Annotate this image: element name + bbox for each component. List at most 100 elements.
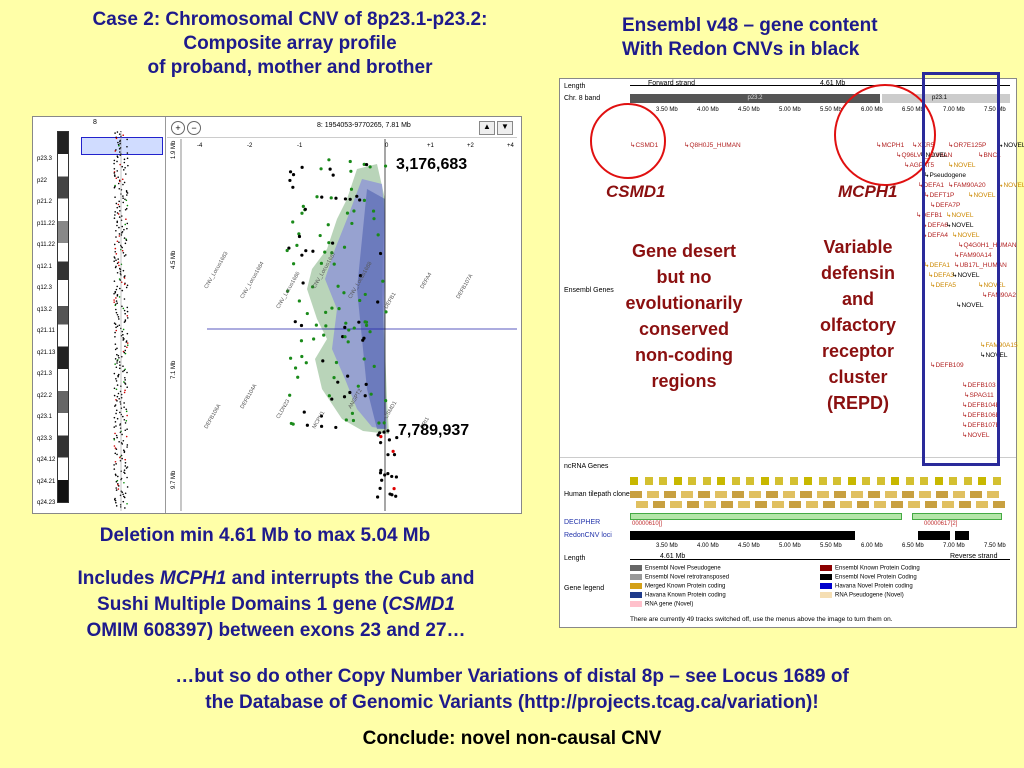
gene-label[interactable]: ↳NOVEL	[962, 432, 990, 439]
array-point	[376, 495, 380, 499]
gene-label[interactable]: ↳NOVEL	[956, 302, 984, 309]
overview-point	[119, 140, 121, 143]
gene-label[interactable]: ↳NOVEL	[998, 182, 1024, 189]
ncrna-block	[934, 477, 943, 485]
gene-label[interactable]: ↳DEFB1	[916, 212, 943, 219]
gene-label[interactable]: ↳BNC1	[978, 152, 1001, 159]
overview-point	[118, 133, 121, 135]
overview-point	[123, 391, 126, 394]
gene-label[interactable]: ↳DEFA4	[922, 232, 949, 239]
track-genes: Ensembl Genes	[564, 287, 614, 294]
array-point	[376, 433, 380, 437]
gene-label[interactable]: ↳NOVEL	[948, 162, 976, 169]
overview-point	[118, 397, 121, 400]
overview-point	[115, 388, 118, 391]
overview-point	[122, 339, 125, 341]
overview-point	[114, 304, 117, 307]
gene-label[interactable]: ↳DEFA7P	[930, 202, 961, 209]
legend-swatch	[820, 565, 832, 571]
gene-label[interactable]: ↳Q4G0H1_HUMAN	[958, 242, 1017, 249]
gene-label[interactable]: ↳OR7E125P	[948, 142, 987, 149]
overview-point	[116, 360, 118, 362]
overview-point	[114, 499, 117, 502]
overview-point	[124, 376, 126, 379]
zoom-in-icon[interactable]: +	[171, 121, 185, 135]
text-line: regions	[651, 371, 717, 391]
gene-label[interactable]: ↳NOVEL	[946, 212, 974, 219]
legend-swatch	[820, 583, 832, 589]
array-point	[319, 424, 324, 428]
array-point	[378, 471, 383, 475]
zoom-toolbar: + − 8: 1954053-9770265, 7.81 Mb ▲ ▼	[167, 119, 517, 138]
gene-label[interactable]: ↳DEFA1	[918, 182, 945, 189]
tilepath-clone	[636, 501, 648, 508]
gene-label[interactable]: ↳DEFB109	[930, 362, 964, 369]
overview-point	[124, 383, 127, 385]
gene-label[interactable]: ↳DEFA6	[922, 222, 949, 229]
gene-label[interactable]: ↳DEFB103	[962, 382, 996, 389]
array-point	[369, 392, 373, 396]
tilepath-clone	[919, 491, 931, 498]
length-label: Length	[564, 83, 586, 90]
overview-point	[114, 214, 116, 216]
overview-point	[126, 204, 129, 207]
axis-tick-label: +2	[467, 143, 475, 149]
gene-label[interactable]: ↳NOVEL	[952, 232, 980, 239]
overview-point	[119, 163, 121, 166]
legend-label: Ensembl Novel retrotransposed	[645, 574, 730, 581]
selection-box[interactable]	[81, 137, 163, 155]
gene-label[interactable]: ↳DEFB104B	[962, 402, 1000, 409]
gene-label[interactable]: ↳DEFA3	[928, 272, 955, 279]
gene-label[interactable]: ↳DEFB107B	[962, 422, 1000, 429]
overview-point	[115, 489, 118, 491]
array-point	[337, 307, 341, 311]
tilepath-clone	[766, 491, 778, 498]
gene-label[interactable]: ↳DEFB106B	[962, 412, 1000, 419]
gene-label[interactable]: ↳Q8H0J5_HUMAN	[684, 142, 741, 149]
gene-label[interactable]: ↳FAM90A14	[954, 252, 992, 259]
zoom-out-icon[interactable]: −	[187, 121, 201, 135]
overview-point	[123, 495, 125, 498]
gene-label[interactable]: ↳NOVEL	[980, 352, 1008, 359]
overview-point	[118, 200, 120, 203]
mb-tick: 5.50 Mb	[820, 107, 842, 113]
overview-point	[115, 501, 117, 504]
overview-point	[118, 264, 120, 267]
band-list: p23.3 p22 p21.2 p11.22 q11.22 q12.1 q12.3 q13.2…	[37, 149, 55, 515]
gene-label[interactable]: ↳SPAG11	[964, 392, 994, 399]
gene-label[interactable]: ↳NOVEL	[968, 192, 996, 199]
ncrna-block	[833, 477, 841, 485]
gene-label[interactable]: ↳NOVEL	[946, 222, 974, 229]
gene-label[interactable]: ↳DEFT1P	[924, 192, 955, 199]
gene-label[interactable]: ↳UB17L_HUMAN	[954, 262, 1007, 269]
gene-label[interactable]: ↳DEFA1	[924, 262, 951, 269]
array-point	[293, 320, 297, 324]
overview-point	[125, 420, 128, 422]
array-point	[350, 411, 355, 416]
scroll-up-icon[interactable]: ▲	[479, 121, 495, 135]
includes-text: Includes MCPH1 and interrupts the Cub an…	[0, 566, 552, 644]
tilepath-clone	[721, 501, 733, 508]
tilepath-clone	[630, 491, 642, 498]
gene-label[interactable]: ↳NOVEL	[998, 142, 1024, 149]
overview-point	[126, 371, 128, 374]
array-point	[376, 233, 380, 237]
gene-label[interactable]: ↳NOVEL	[920, 152, 948, 159]
gene-label[interactable]: ↳FAM90A20	[948, 182, 986, 189]
gene-label[interactable]: ↳NOVEL	[952, 272, 980, 279]
overview-point	[118, 187, 121, 190]
overview-point	[126, 466, 129, 468]
gene-label[interactable]: ↳DEFA5	[930, 282, 957, 289]
gene-label[interactable]: ↳Pseudogene	[924, 172, 966, 179]
array-point	[327, 394, 331, 398]
overview-point	[120, 355, 123, 358]
includes-csmd1: CSMD1	[388, 594, 455, 615]
array-point	[379, 434, 383, 439]
gene-label[interactable]: ↳NOVEL	[978, 282, 1006, 289]
scroll-down-icon[interactable]: ▼	[497, 121, 513, 135]
overview-point	[113, 159, 116, 162]
overview-point	[116, 325, 119, 328]
legend-item: Merged Known Protein coding	[630, 583, 725, 590]
bottom-text: …but so do other Copy Number Variations …	[0, 664, 1024, 716]
overview-point	[127, 164, 129, 167]
